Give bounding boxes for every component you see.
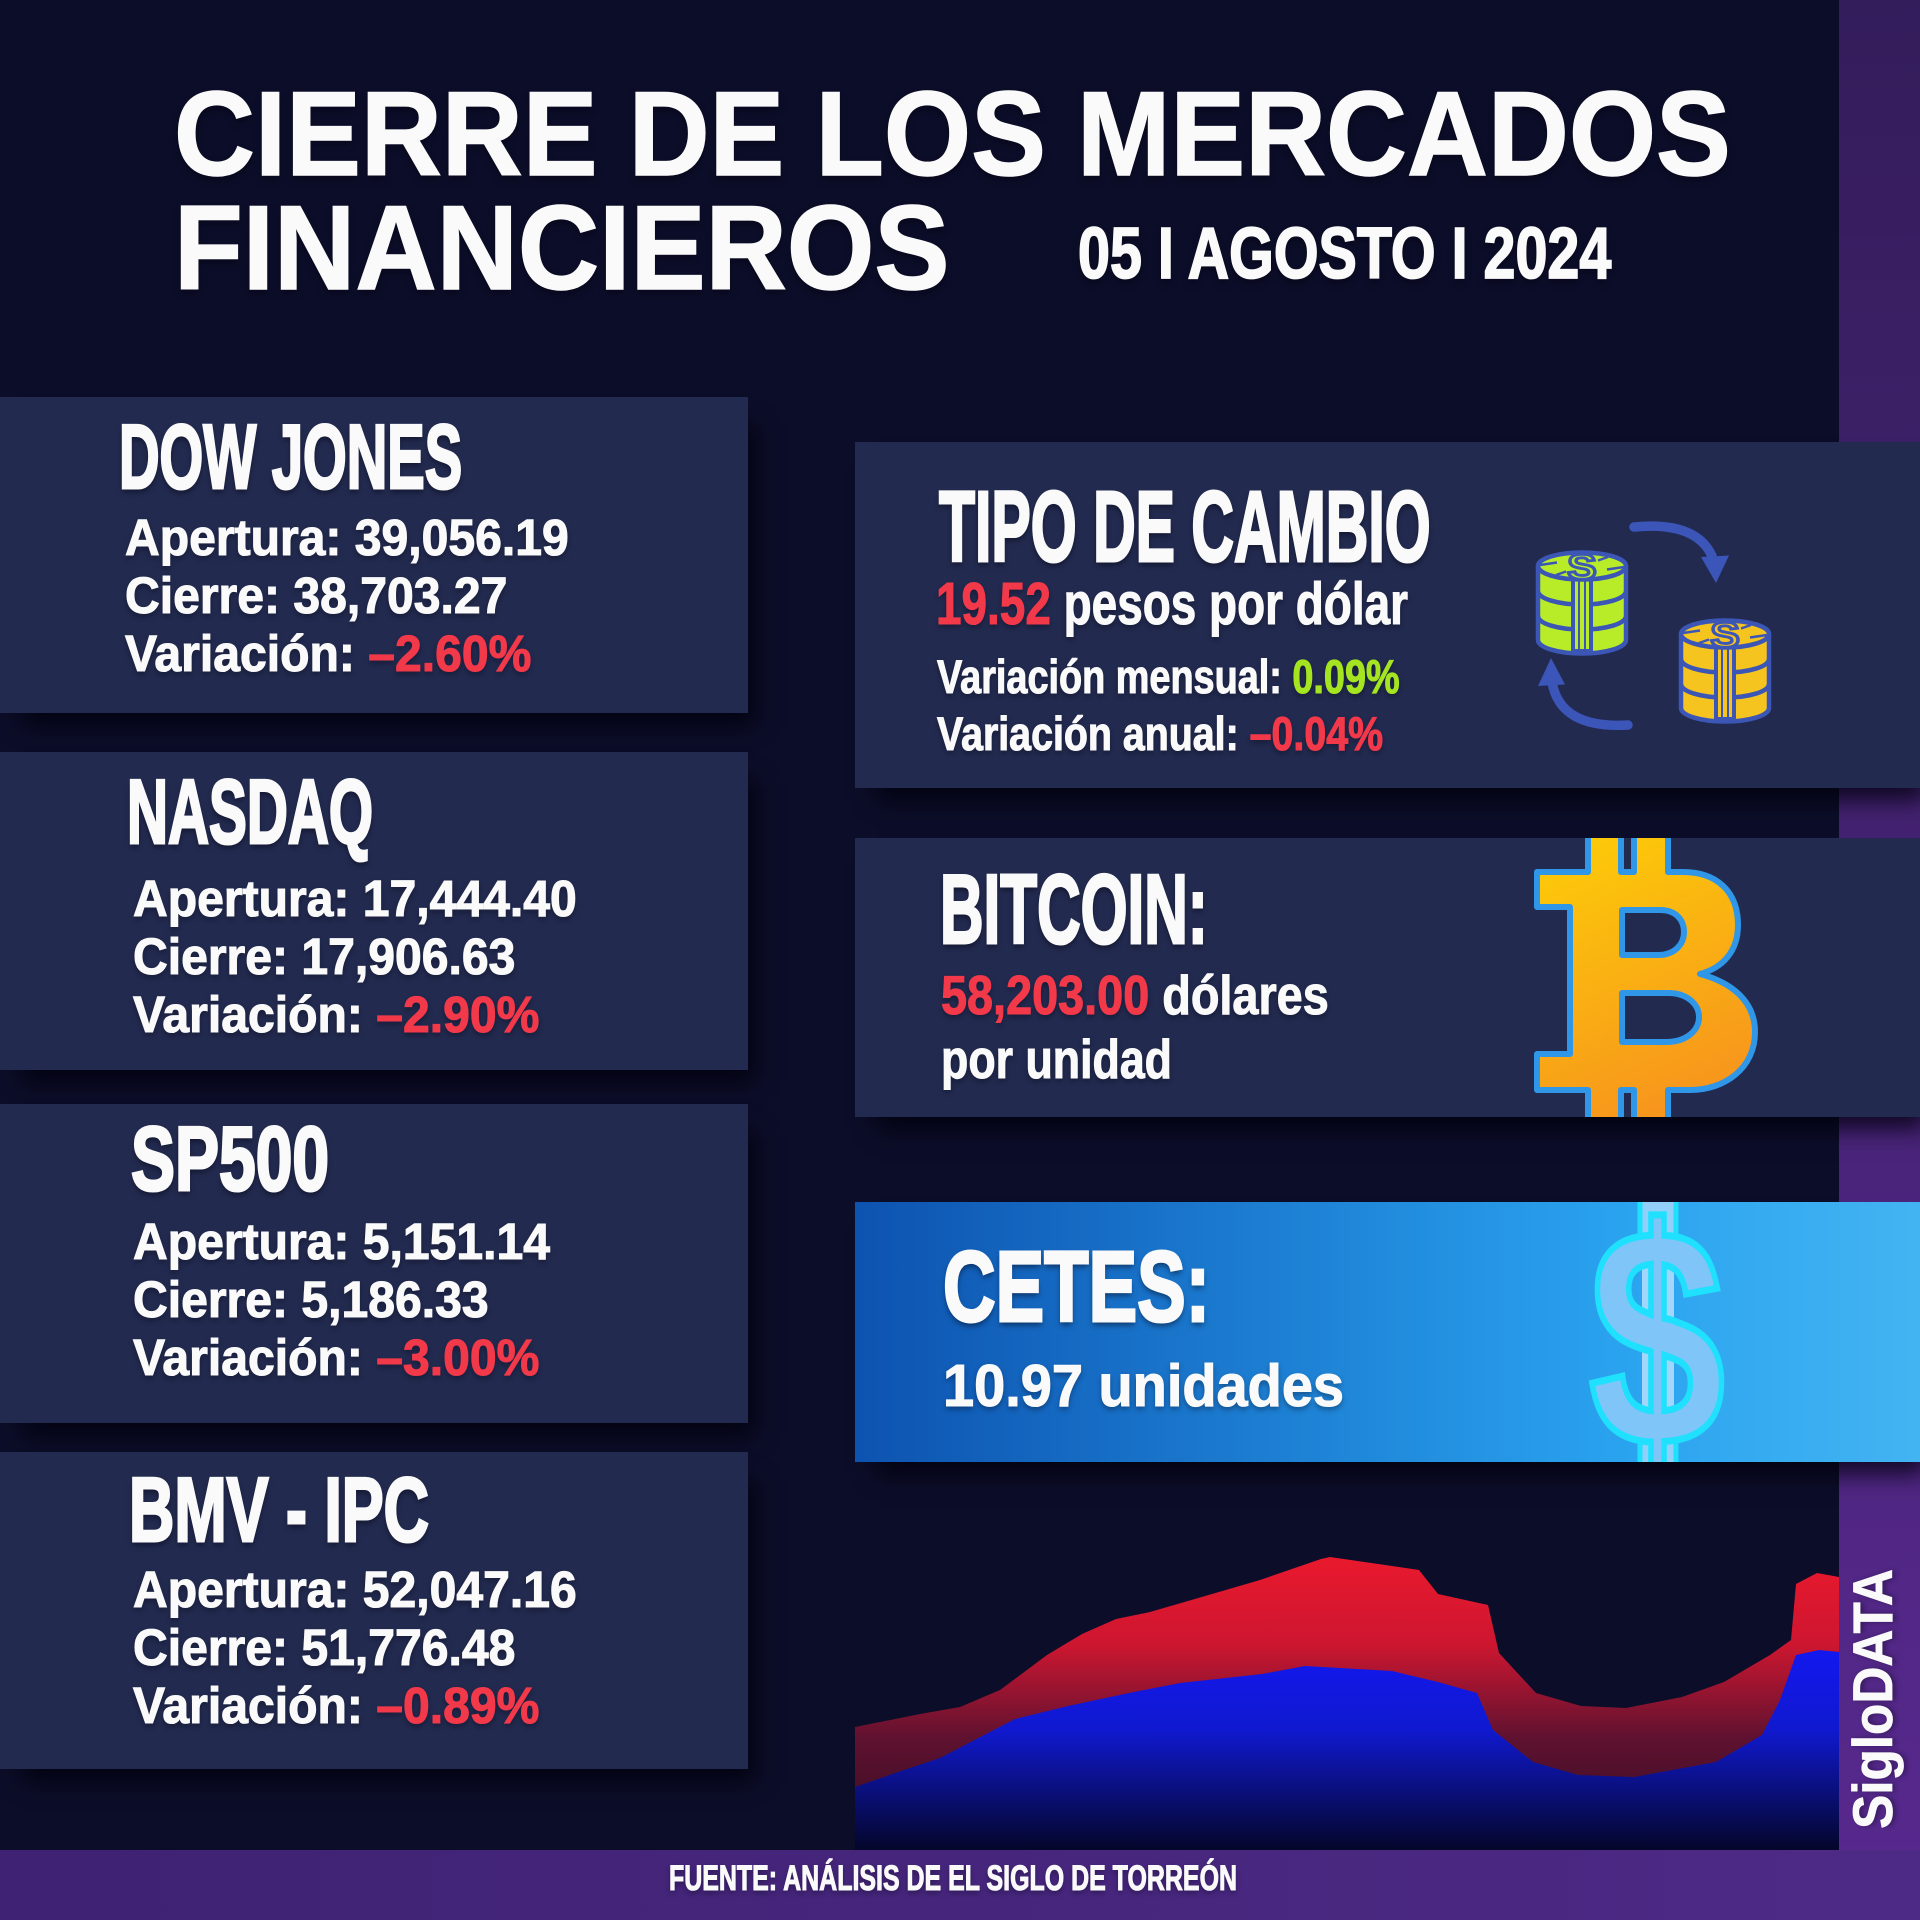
svg-text:S: S bbox=[1567, 548, 1596, 587]
svg-text:S: S bbox=[1710, 616, 1739, 655]
svg-text:$: $ bbox=[1589, 1202, 1725, 1462]
